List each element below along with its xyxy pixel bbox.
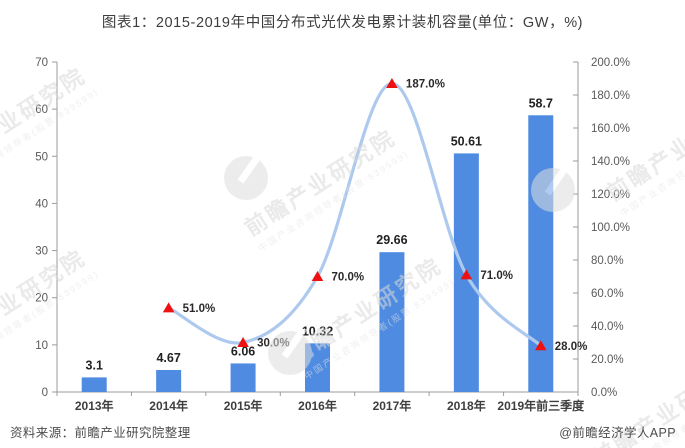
bar xyxy=(156,369,182,392)
right-axis-tick-label: 200.0% xyxy=(591,57,630,69)
bar-value-label: 58.7 xyxy=(529,96,553,110)
right-axis-tick-label: 140.0% xyxy=(591,156,630,168)
bar-value-label: 6.06 xyxy=(231,344,255,358)
credit-note: @前瞻经济学人APP xyxy=(559,426,676,440)
x-axis-category-label: 2016年 xyxy=(298,398,337,413)
right-axis-tick-label: 100.0% xyxy=(591,222,630,234)
x-axis-category-label: 2015年 xyxy=(224,398,263,413)
bar xyxy=(379,252,405,392)
growth-value-label: 187.0% xyxy=(406,78,445,90)
bar-value-label: 10.32 xyxy=(302,324,333,338)
right-axis-tick-label: 40.0% xyxy=(591,321,624,333)
right-axis-tick-label: 160.0% xyxy=(591,123,630,135)
x-axis-category-label: 2019年前三季度 xyxy=(497,398,585,413)
right-axis-tick-label: 20.0% xyxy=(591,354,624,366)
bar-value-label: 29.66 xyxy=(376,233,407,247)
bar-value-label: 3.1 xyxy=(86,358,103,372)
left-axis-tick-label: 10 xyxy=(35,340,48,352)
right-axis-tick-label: 60.0% xyxy=(591,288,624,300)
left-axis-tick-label: 50 xyxy=(35,151,48,163)
x-axis-category-label: 2013年 xyxy=(75,398,114,413)
line-marker xyxy=(386,77,398,88)
bar xyxy=(305,343,330,392)
growth-value-label: 70.0% xyxy=(332,272,365,284)
x-axis-category-label: 2017年 xyxy=(373,398,412,413)
left-axis-tick-label: 0 xyxy=(42,387,48,399)
bar xyxy=(230,363,256,392)
line-marker xyxy=(162,302,175,313)
growth-value-label: 30.0% xyxy=(257,338,290,350)
right-axis-tick-label: 180.0% xyxy=(591,90,630,102)
left-axis-tick-label: 20 xyxy=(35,293,48,305)
source-note: 资料来源：前瞻产业研究院整理 xyxy=(10,426,191,440)
left-axis-tick-label: 40 xyxy=(35,198,48,210)
bar-value-label: 4.67 xyxy=(156,351,180,365)
growth-value-label: 71.0% xyxy=(480,270,513,282)
right-axis-tick-label: 80.0% xyxy=(591,255,624,267)
right-axis-tick-label: 0.0% xyxy=(591,387,617,399)
growth-line xyxy=(167,81,543,348)
line-marker xyxy=(460,269,473,280)
bar xyxy=(81,377,107,392)
line-marker xyxy=(534,340,547,351)
left-axis-tick-label: 70 xyxy=(35,57,48,69)
x-axis-category-label: 2014年 xyxy=(149,398,188,413)
growth-value-label: 51.0% xyxy=(183,303,216,315)
left-axis-tick-label: 60 xyxy=(35,104,48,116)
line-marker xyxy=(237,337,249,347)
right-axis-tick-label: 120.0% xyxy=(591,189,630,201)
growth-value-label: 28.0% xyxy=(555,341,588,353)
bar xyxy=(528,115,554,393)
chart-title: 图表1：2015-2019年中国分布式光伏发电累计装机容量(单位：GW，%) xyxy=(101,15,584,31)
bar-value-label: 50.61 xyxy=(451,134,482,148)
left-axis-tick-label: 30 xyxy=(35,246,48,258)
line-marker xyxy=(311,271,324,281)
x-axis-category-label: 2018年 xyxy=(447,398,486,413)
